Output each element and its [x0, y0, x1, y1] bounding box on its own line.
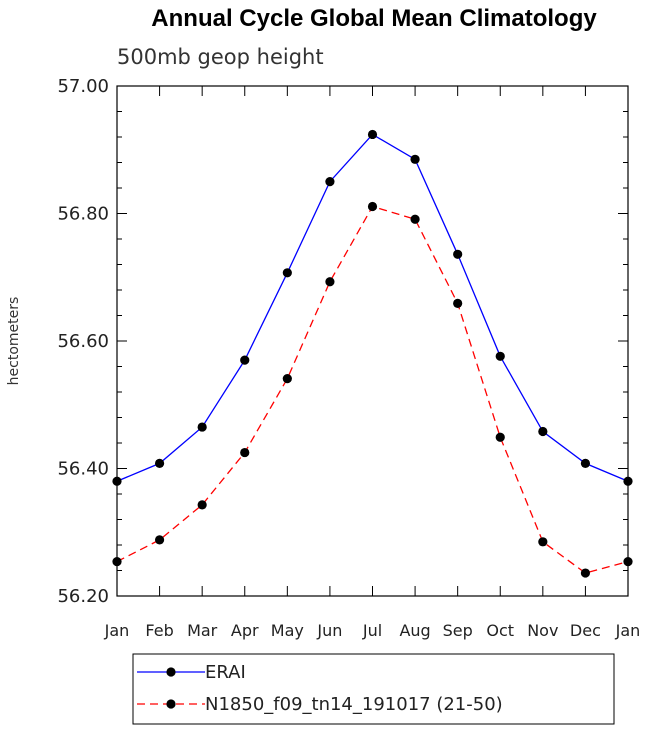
legend-marker-model [166, 699, 176, 709]
data-point [367, 129, 378, 140]
legend-label-erai: ERAI [205, 662, 246, 683]
x-tick-label: Jun [316, 621, 342, 640]
data-point [367, 201, 378, 212]
data-point [282, 374, 292, 384]
data-point [282, 268, 292, 278]
y-tick-label: 56.80 [57, 204, 109, 225]
data-point [154, 535, 165, 545]
y-tick-label: 56.20 [57, 586, 109, 607]
data-point [538, 426, 548, 437]
data-point [453, 298, 463, 308]
minor-ticks [117, 111, 628, 571]
series-line-1 [116, 205, 629, 574]
major-ticks [116, 85, 629, 597]
data-point [240, 355, 250, 365]
plot-frame [116, 85, 629, 597]
x-tick-label: Aug [399, 621, 430, 640]
chart-subtitle: 500mb geop height [117, 45, 324, 69]
y-tick-label: 56.60 [57, 331, 109, 352]
legend-marker-erai [166, 667, 176, 677]
data-point [495, 351, 505, 361]
x-tick-labels: Jan Feb Mar Apr May Jun Jul Aug Sep Oct Nov Dec Jan [104, 621, 641, 640]
data-point [325, 177, 335, 187]
x-tick-label: Dec [570, 621, 601, 640]
x-tick-label: Jul [362, 621, 382, 640]
series-line-0 [116, 133, 629, 482]
legend-label-model: N1850_f09_tn14_191017 (21-50) [205, 694, 503, 715]
x-tick-label: May [271, 621, 304, 640]
data-point [538, 537, 548, 547]
data-point [580, 568, 591, 578]
legend-box [132, 653, 615, 725]
x-tick-label: Sep [443, 621, 473, 640]
y-tick-label: 57.00 [57, 76, 109, 97]
data-point [410, 214, 420, 224]
series-0 [112, 129, 633, 486]
data-point [495, 432, 505, 442]
data-point [325, 277, 335, 287]
data-point [580, 458, 591, 468]
series-1 [112, 201, 633, 578]
y-axis-label: hectometers [6, 297, 22, 386]
x-tick-label: Jan [104, 621, 130, 640]
data-point [154, 458, 165, 468]
legend: ERAI N1850_f09_tn14_191017 (21-50) [132, 653, 615, 725]
series-layer [112, 129, 633, 578]
x-tick-label: Jan [615, 621, 641, 640]
data-point [453, 249, 463, 259]
chart-title: Annual Cycle Global Mean Climatology [151, 5, 597, 32]
y-tick-label: 56.40 [57, 459, 109, 480]
x-tick-label: Feb [145, 621, 173, 640]
x-tick-label: Oct [486, 621, 514, 640]
y-tick-labels: 56.20 56.40 56.60 56.80 57.00 [57, 76, 109, 607]
data-point [197, 422, 207, 432]
data-point [240, 447, 250, 458]
data-point [410, 154, 420, 164]
x-tick-label: Apr [231, 621, 259, 640]
x-tick-label: Nov [527, 621, 558, 640]
data-point [197, 500, 207, 510]
x-tick-label: Mar [187, 621, 218, 640]
